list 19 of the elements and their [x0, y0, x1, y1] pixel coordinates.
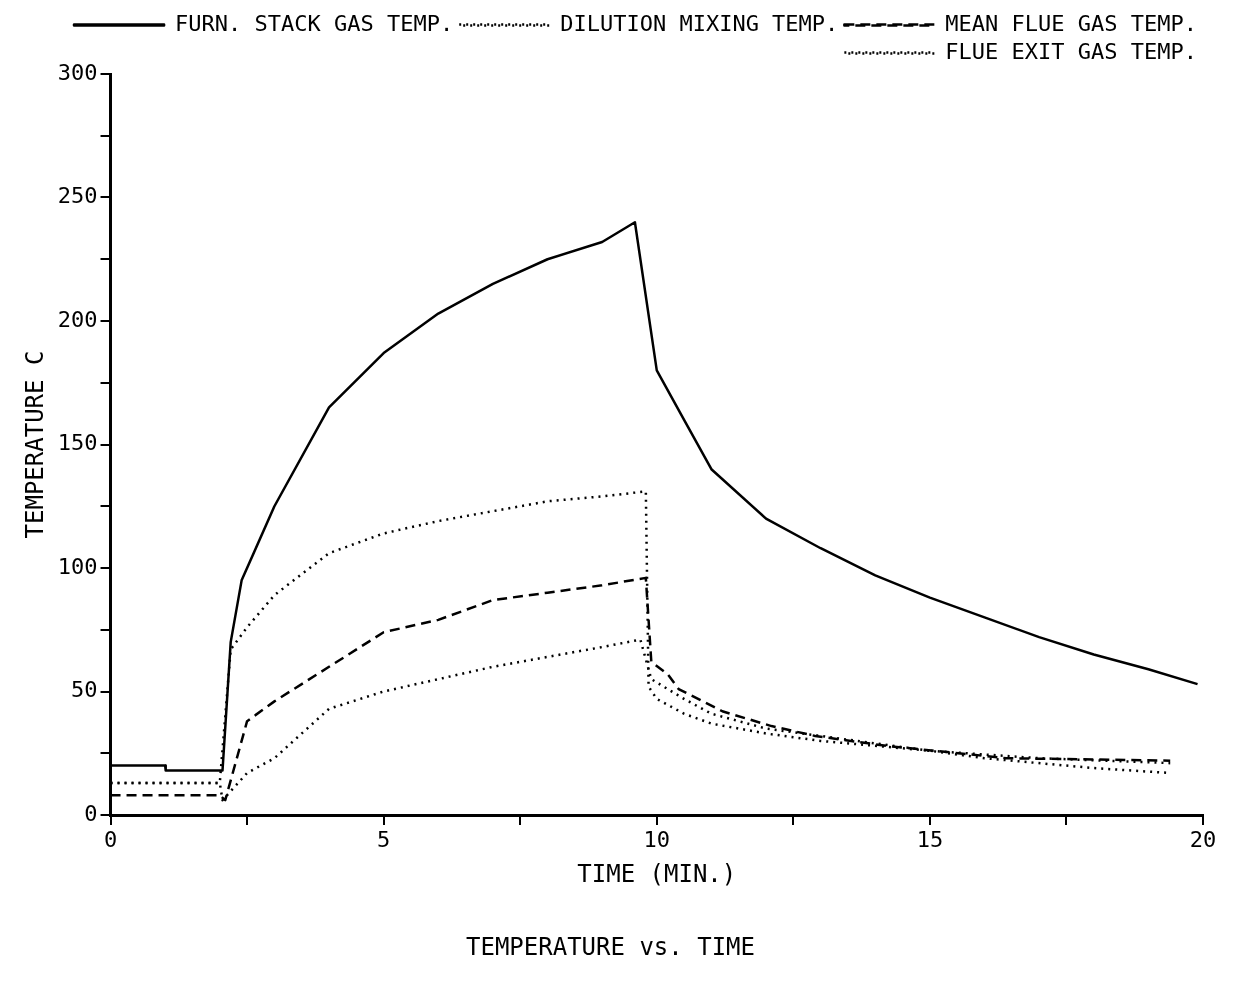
x-axis-title: TIME (MIN.) — [577, 860, 737, 889]
y-tick-label: 200 — [57, 306, 98, 332]
legend-label: FLUE EXIT GAS TEMP. — [945, 38, 1198, 64]
legend-label: MEAN FLUE GAS TEMP. — [945, 10, 1198, 36]
legend-label: DILUTION MIXING TEMP. — [560, 10, 839, 36]
y-tick-label: 50 — [71, 677, 98, 703]
x-tick-label: 20 — [1189, 826, 1217, 852]
y-tick-label: 0 — [84, 800, 98, 826]
y-tick-label: 100 — [57, 553, 98, 579]
text: TEMPERATURE vs. TIME — [466, 932, 755, 961]
x-tick-label: 15 — [916, 826, 944, 852]
y-tick-label: 250 — [57, 183, 98, 209]
legend-label: FURN. STACK GAS TEMP. — [175, 10, 454, 36]
x-tick-label: 0 — [103, 826, 118, 852]
y-axis-title: TEMPERATURE C — [20, 350, 49, 539]
y-tick-label: 300 — [57, 59, 98, 85]
y-tick-label: 150 — [57, 430, 98, 456]
x-tick-label: 10 — [643, 826, 671, 852]
x-tick-label: 5 — [377, 826, 391, 852]
